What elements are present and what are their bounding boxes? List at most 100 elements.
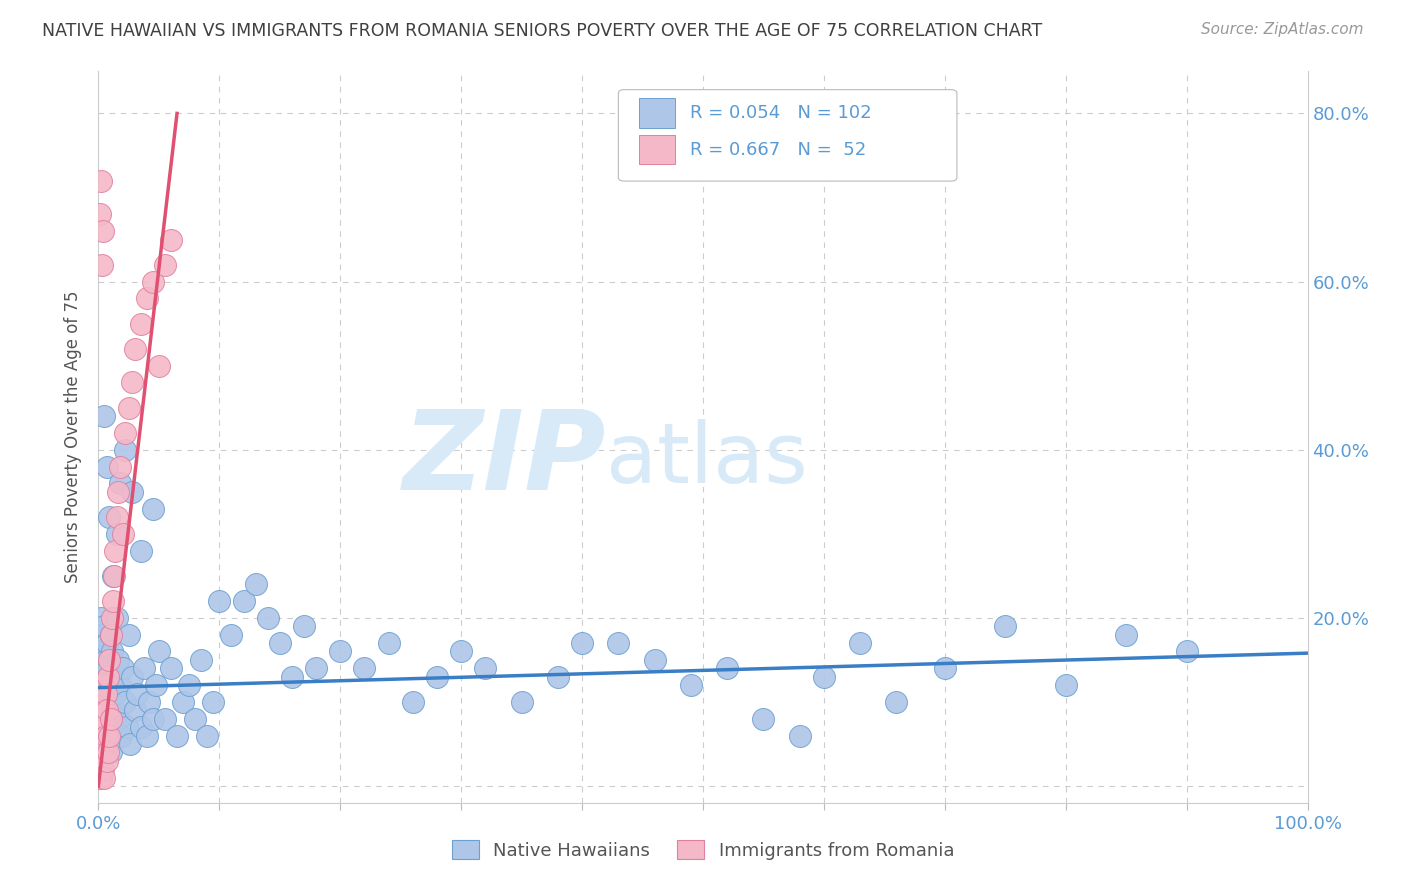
Point: [127, 686, 149, 700]
Point: [134, 661, 156, 675]
Point: [202, 695, 225, 709]
Point: [148, 359, 170, 373]
Point: [103, 703, 125, 717]
Point: [91, 258, 114, 272]
Point: [426, 670, 449, 684]
Point: [91, 678, 114, 692]
Point: [89, 670, 111, 684]
Text: R = 0.054   N = 102: R = 0.054 N = 102: [690, 104, 872, 122]
Point: [510, 695, 533, 709]
Point: [153, 258, 176, 272]
Point: [752, 712, 775, 726]
Point: [353, 661, 375, 675]
Point: [98, 510, 121, 524]
Point: [90, 771, 112, 785]
Point: [117, 720, 139, 734]
Point: [90, 712, 112, 726]
Text: atlas: atlas: [606, 418, 808, 500]
Point: [90, 729, 112, 743]
Point: [91, 729, 114, 743]
Point: [108, 678, 131, 692]
Point: [111, 526, 134, 541]
Point: [138, 695, 160, 709]
Point: [124, 342, 146, 356]
Point: [1115, 627, 1137, 641]
Point: [89, 712, 111, 726]
Point: [94, 729, 117, 743]
Point: [94, 712, 117, 726]
Point: [101, 594, 124, 608]
FancyBboxPatch shape: [619, 90, 957, 181]
Point: [108, 459, 131, 474]
Point: [105, 510, 128, 524]
Point: [90, 686, 112, 700]
Point: [129, 317, 152, 331]
Point: [105, 526, 128, 541]
Point: [111, 661, 134, 675]
Point: [91, 737, 114, 751]
Point: [91, 678, 114, 692]
Point: [93, 619, 115, 633]
Point: [129, 543, 152, 558]
Point: [105, 611, 128, 625]
Point: [172, 695, 194, 709]
Point: [97, 670, 120, 684]
Point: [305, 661, 328, 675]
Point: [94, 653, 117, 667]
Point: [153, 712, 176, 726]
Point: [292, 619, 315, 633]
Point: [101, 569, 124, 583]
Point: [121, 376, 143, 390]
Point: [89, 745, 111, 759]
Point: [91, 720, 114, 734]
Point: [93, 745, 115, 759]
Point: [96, 703, 118, 717]
Point: [849, 636, 872, 650]
Point: [104, 543, 127, 558]
Point: [91, 720, 114, 734]
Text: ZIP: ZIP: [402, 406, 606, 513]
Point: [256, 611, 278, 625]
Point: [571, 636, 593, 650]
Point: [547, 670, 569, 684]
Point: [114, 442, 136, 457]
Point: [179, 678, 201, 692]
Point: [129, 720, 152, 734]
Point: [644, 653, 666, 667]
Point: [91, 745, 114, 759]
Point: [135, 291, 157, 305]
Point: [90, 174, 112, 188]
Point: [89, 207, 111, 221]
Point: [474, 661, 496, 675]
Bar: [638, 98, 675, 128]
Point: [108, 476, 131, 491]
Point: [90, 611, 112, 625]
Point: [91, 627, 114, 641]
Point: [377, 636, 399, 650]
Point: [98, 729, 121, 743]
Point: [93, 695, 115, 709]
Point: [166, 729, 188, 743]
Point: [98, 678, 121, 692]
Point: [89, 720, 111, 734]
Point: [789, 729, 811, 743]
Bar: [638, 135, 675, 164]
Point: [91, 661, 114, 675]
Point: [118, 627, 141, 641]
Point: [104, 686, 127, 700]
Point: [98, 712, 121, 726]
Point: [118, 737, 141, 751]
Point: [269, 636, 291, 650]
Point: [100, 712, 122, 726]
Point: [135, 729, 157, 743]
Text: Source: ZipAtlas.com: Source: ZipAtlas.com: [1201, 22, 1364, 37]
Point: [934, 661, 956, 675]
Point: [245, 577, 267, 591]
Point: [450, 644, 472, 658]
Point: [90, 737, 112, 751]
Point: [100, 745, 122, 759]
Point: [91, 762, 114, 776]
Point: [100, 627, 122, 641]
Point: [93, 409, 115, 423]
Point: [97, 745, 120, 759]
